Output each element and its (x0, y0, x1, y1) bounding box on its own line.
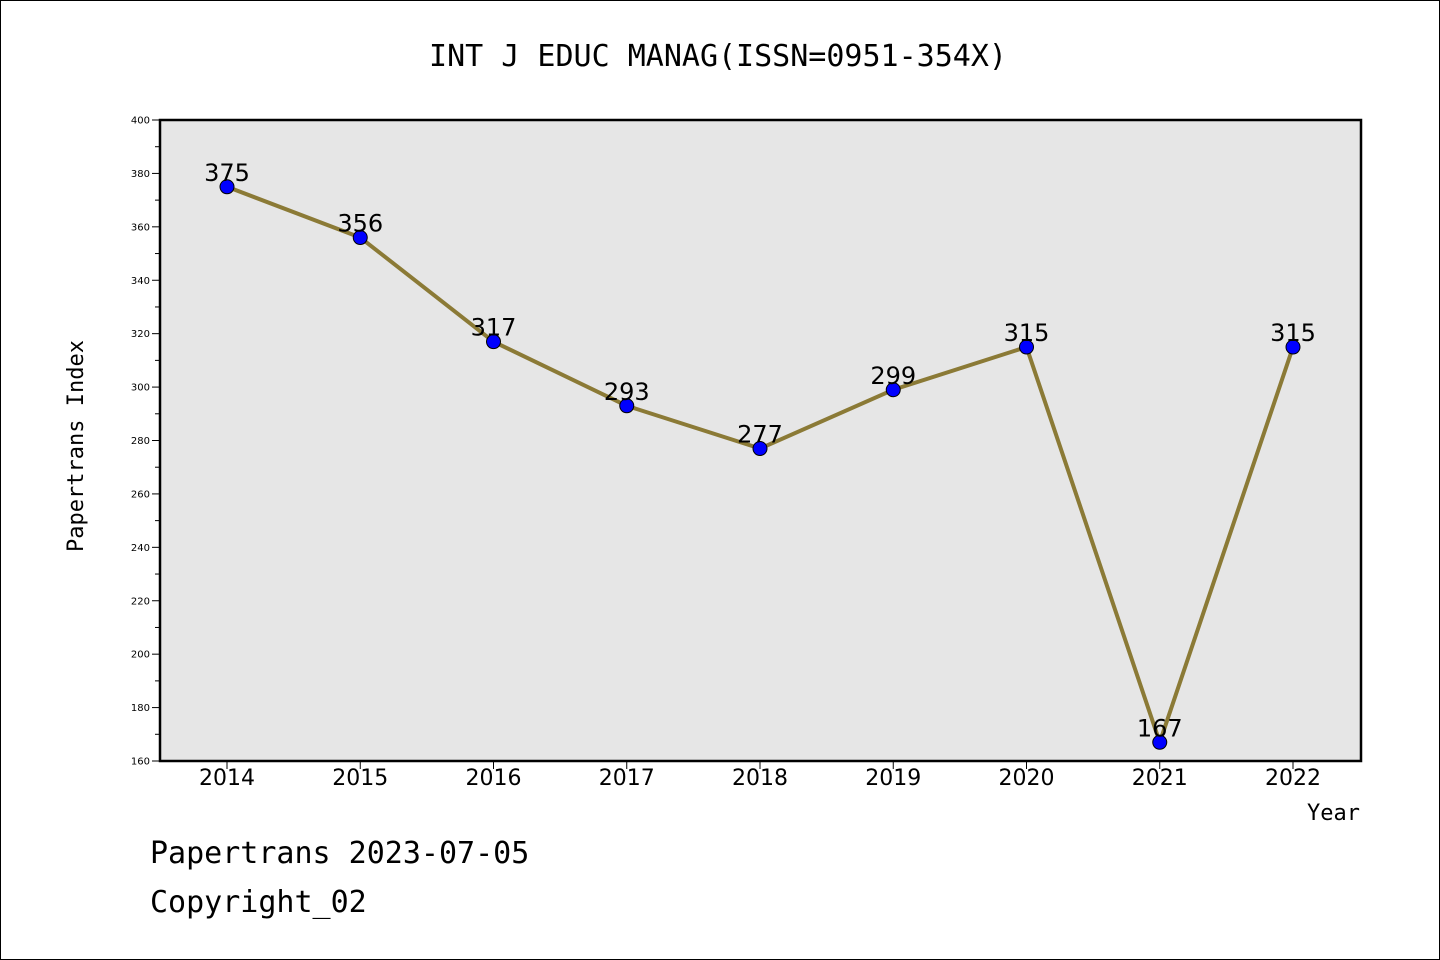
data-label: 167 (1137, 714, 1183, 742)
data-point (752, 441, 768, 457)
data-point (1152, 734, 1168, 750)
data-point (352, 230, 368, 246)
y-tick-label: 320 (131, 329, 150, 340)
data-label: 315 (1270, 319, 1316, 347)
footer-copyright: Copyright_02 (150, 885, 367, 920)
data-point (486, 334, 501, 350)
y-tick-label: 180 (131, 703, 150, 714)
y-axis-label: Papertrans Index (64, 340, 89, 552)
y-tick-label: 300 (131, 383, 150, 394)
data-point (619, 398, 635, 414)
y-tick-label: 160 (131, 757, 150, 768)
data-label: 293 (604, 378, 650, 406)
data-label: 299 (870, 362, 916, 390)
x-tick-label: 2019 (865, 766, 921, 791)
x-tick-label: 2022 (1265, 766, 1321, 791)
data-label: 277 (737, 421, 783, 449)
data-point (219, 179, 235, 195)
x-tick-label: 2020 (999, 766, 1055, 791)
y-tick-label: 260 (131, 489, 150, 500)
data-point (1019, 339, 1034, 355)
y-tick-label: 200 (131, 650, 150, 661)
data-label: 356 (337, 210, 383, 238)
plot-area (158, 118, 1363, 763)
y-tick-label: 380 (131, 169, 150, 180)
data-point (885, 382, 901, 398)
y-tick-label: 400 (131, 116, 150, 127)
y-tick-label: 280 (131, 436, 150, 447)
x-axis-label: Year (1307, 801, 1360, 826)
data-label: 315 (1004, 319, 1050, 347)
y-tick-label: 340 (131, 276, 150, 287)
data-point (1285, 339, 1301, 355)
data-label: 317 (471, 314, 517, 342)
x-tick-label: 2018 (732, 766, 788, 791)
x-tick-label: 2015 (332, 766, 388, 791)
x-tick-label: 2021 (1132, 766, 1188, 791)
data-labels: 375 356 317 293 277 299 315 167 315 (204, 159, 1316, 743)
series-layer (219, 179, 1301, 750)
footer-date: Papertrans 2023-07-05 (150, 836, 530, 871)
x-axis: 2014 2015 2016 2017 2018 2019 2020 2021 2022 (199, 761, 1321, 791)
y-axis: 160 180 200 220 240 260 280 300 320 340 360 380 400 (131, 116, 160, 768)
x-tick-label: 2014 (199, 766, 255, 791)
x-tick-label: 2017 (599, 766, 655, 791)
y-tick-label: 360 (131, 222, 150, 233)
data-label: 375 (204, 159, 250, 187)
x-tick-label: 2016 (466, 766, 522, 791)
y-tick-label: 220 (131, 596, 150, 607)
y-tick-label: 240 (131, 543, 150, 554)
chart-title: INT J EDUC MANAG(ISSN=0951-354X) (429, 39, 1007, 74)
